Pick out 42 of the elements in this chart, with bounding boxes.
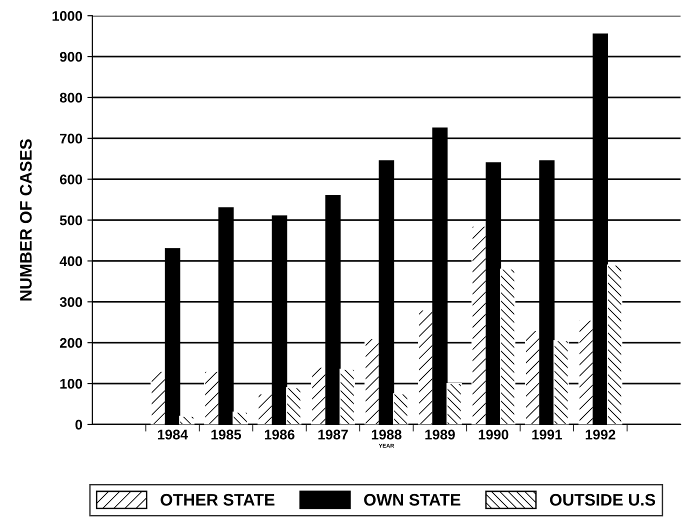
x-tick-label: 1988 (372, 430, 402, 440)
bar (232, 412, 248, 424)
y-tick-label: 900 (60, 52, 82, 62)
bar (311, 366, 326, 424)
x-tick-label: 1985 (211, 430, 242, 440)
y-tick-label: 500 (60, 215, 82, 226)
bar (340, 368, 355, 424)
bar (364, 338, 380, 424)
legend-label: OWN STATE (364, 494, 460, 506)
legend-label: OTHER STATE (160, 494, 274, 506)
y-tick-label: 600 (60, 174, 82, 184)
y-tick-label: 1000 (52, 11, 82, 21)
y-tick-label: 200 (60, 338, 82, 348)
y-tick-label: 400 (60, 256, 82, 266)
x-tick-label: 1989 (425, 430, 455, 440)
bar (500, 268, 516, 424)
x-tick-label: 1991 (532, 430, 562, 440)
bar (578, 320, 594, 424)
bar (471, 226, 487, 424)
x-tick-label: 1992 (586, 430, 616, 440)
x-tick-label: 1990 (478, 430, 508, 440)
x-tick-label: 1987 (318, 430, 348, 440)
bar (258, 393, 273, 424)
y-tick-label: 0 (75, 420, 82, 430)
y-axis-title: NUMBER OF CASES (20, 139, 32, 300)
y-tick-label: 800 (60, 92, 82, 103)
bar (446, 383, 462, 424)
bar (179, 416, 194, 424)
bar (150, 370, 166, 424)
y-tick-label: 100 (60, 378, 82, 389)
bar (286, 387, 302, 424)
y-tick-label: 300 (60, 297, 82, 308)
y-tick-label: 700 (60, 134, 82, 144)
bar (393, 393, 408, 424)
x-tick-label: 1986 (264, 430, 294, 440)
legend-label: OUTSIDE U.S (550, 494, 656, 506)
bar (553, 340, 569, 424)
bar (606, 264, 622, 424)
bar (418, 309, 434, 424)
bar (524, 330, 540, 424)
x-tick-label: 1984 (158, 430, 188, 440)
bar (204, 370, 220, 424)
